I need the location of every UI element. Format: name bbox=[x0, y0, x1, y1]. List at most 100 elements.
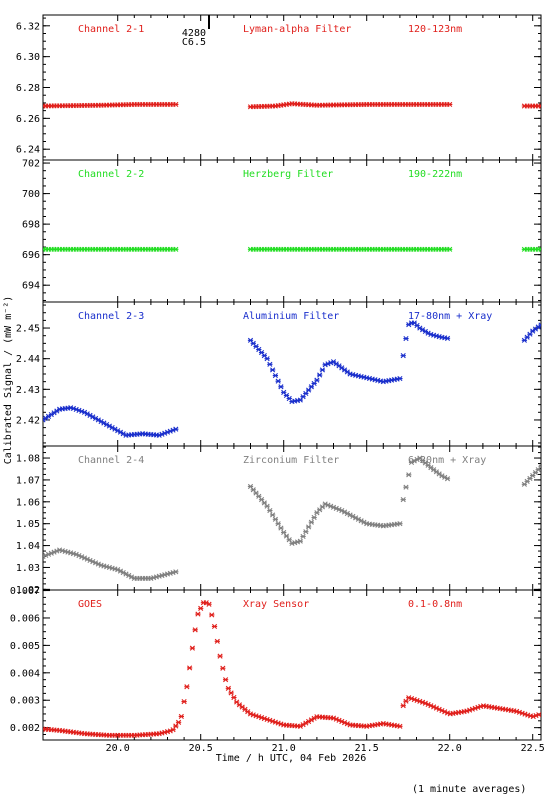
channel-label: Channel 2-1 bbox=[78, 24, 144, 35]
x-tick-label: 20.0 bbox=[106, 743, 130, 754]
channel-label: GOES bbox=[78, 599, 102, 610]
footnote: (1 minute averages) bbox=[412, 784, 526, 795]
data-point bbox=[220, 665, 226, 671]
data-point bbox=[308, 519, 315, 525]
data-series bbox=[43, 600, 541, 738]
band-label: 190-222nm bbox=[408, 169, 462, 180]
y-tick-label: 0.004 bbox=[10, 668, 40, 679]
data-point bbox=[281, 529, 287, 536]
panels: 6.24 6.26 6.28 6.30 6.32 Channel 2-1 Lyman-alp… bbox=[10, 14, 545, 754]
data-point bbox=[397, 376, 403, 382]
data-point bbox=[231, 694, 237, 701]
data-point bbox=[538, 322, 541, 328]
data-point bbox=[247, 483, 254, 490]
y-tick-label: 6.26 bbox=[16, 114, 40, 125]
y-tick-label: 1.02 bbox=[16, 585, 40, 596]
data-point bbox=[311, 380, 317, 387]
data-point bbox=[173, 569, 179, 575]
y-tick-label: 6.30 bbox=[16, 52, 40, 63]
plot-frame bbox=[42, 159, 542, 303]
data-series bbox=[43, 246, 541, 252]
band-label: 120-123nm bbox=[408, 24, 462, 35]
channel-label: Channel 2-2 bbox=[78, 169, 144, 180]
data-point bbox=[447, 101, 453, 108]
data-point bbox=[538, 246, 541, 252]
y-tick-label: 694 bbox=[22, 281, 40, 292]
data-point bbox=[303, 529, 309, 535]
data-point bbox=[303, 390, 309, 396]
data-point bbox=[317, 372, 323, 378]
data-point bbox=[400, 497, 406, 503]
data-point bbox=[170, 727, 176, 733]
data-point bbox=[228, 690, 234, 696]
y-tick-label: 700 bbox=[22, 189, 40, 200]
data-point bbox=[305, 524, 312, 530]
plot-frame bbox=[42, 445, 542, 591]
data-point bbox=[300, 533, 306, 540]
data-point bbox=[397, 521, 403, 527]
y-tick-label: 6.28 bbox=[16, 83, 40, 94]
data-point bbox=[538, 103, 541, 109]
band-label: 0.1-0.8nm bbox=[408, 599, 462, 610]
filter-label: Zirconium Filter bbox=[243, 455, 339, 466]
data-point bbox=[403, 336, 409, 342]
data-point bbox=[305, 387, 312, 393]
data-point bbox=[403, 484, 409, 490]
data-point bbox=[173, 101, 179, 108]
data-point bbox=[173, 426, 179, 432]
x-tick-label: 22.0 bbox=[438, 743, 462, 754]
filter-label: Xray Sensor bbox=[243, 599, 309, 610]
data-point bbox=[444, 476, 451, 482]
plot-frame bbox=[42, 14, 542, 161]
y-tick-label: 2.45 bbox=[16, 324, 40, 335]
y-tick-label: 1.05 bbox=[16, 519, 40, 530]
data-point bbox=[214, 638, 220, 644]
y-tick-label: 2.42 bbox=[16, 415, 40, 426]
x-tick-label: 21.0 bbox=[272, 743, 296, 754]
filter-label: Herzberg Filter bbox=[243, 169, 333, 180]
y-axis-title: Calibrated Signal / (mW m⁻²) bbox=[3, 296, 14, 465]
y-tick-label: 1.07 bbox=[16, 475, 40, 486]
x-tick-label: 21.5 bbox=[355, 743, 379, 754]
data-point bbox=[186, 665, 193, 671]
data-point bbox=[195, 611, 201, 617]
data-point bbox=[178, 713, 184, 720]
channel-label: Channel 2-4 bbox=[78, 455, 144, 466]
panel-5: 0.002 0.003 0.004 0.005 0.006 0.007 GOES Xray S… bbox=[10, 586, 545, 754]
y-tick-label: 698 bbox=[22, 220, 40, 231]
data-point bbox=[173, 246, 179, 252]
data-point bbox=[400, 353, 406, 359]
x-tick-label: 20.5 bbox=[189, 743, 213, 754]
x-axis-title: Time / h UTC, 04 Feb 2026 bbox=[216, 753, 367, 764]
data-point bbox=[397, 723, 403, 729]
plot-frame bbox=[42, 589, 542, 741]
data-point bbox=[406, 472, 412, 478]
y-tick-label: 2.43 bbox=[16, 385, 40, 396]
data-point bbox=[198, 605, 204, 611]
band-label: 17-80nm + Xray bbox=[408, 311, 492, 322]
panel-1: 6.24 6.26 6.28 6.30 6.32 Channel 2-1 Lyman-alp… bbox=[16, 14, 542, 161]
data-point bbox=[314, 377, 320, 383]
data-point bbox=[258, 497, 265, 503]
y-tick-label: 6.32 bbox=[16, 21, 40, 32]
data-series bbox=[43, 101, 541, 110]
flare-annotation: 4280 bbox=[182, 28, 206, 39]
data-point bbox=[256, 493, 262, 499]
y-tick-label: 0.005 bbox=[10, 641, 40, 652]
panel-4: 1.02 1.03 1.04 1.05 1.06 1.07 1.08 Channel 2-4 Z… bbox=[16, 445, 542, 596]
x-tick-label: 22.5 bbox=[521, 743, 545, 754]
data-point bbox=[181, 699, 187, 705]
data-point bbox=[297, 538, 303, 544]
data-point bbox=[269, 512, 276, 518]
data-point bbox=[444, 335, 451, 341]
data-point bbox=[211, 623, 218, 630]
data-point bbox=[264, 503, 270, 509]
data-point bbox=[297, 397, 303, 403]
y-tick-label: 2.44 bbox=[16, 354, 40, 365]
data-point bbox=[261, 500, 267, 506]
data-point bbox=[275, 521, 281, 527]
filter-label: Lyman-alpha Filter bbox=[243, 24, 351, 35]
data-point bbox=[278, 525, 284, 531]
data-point bbox=[267, 507, 273, 514]
